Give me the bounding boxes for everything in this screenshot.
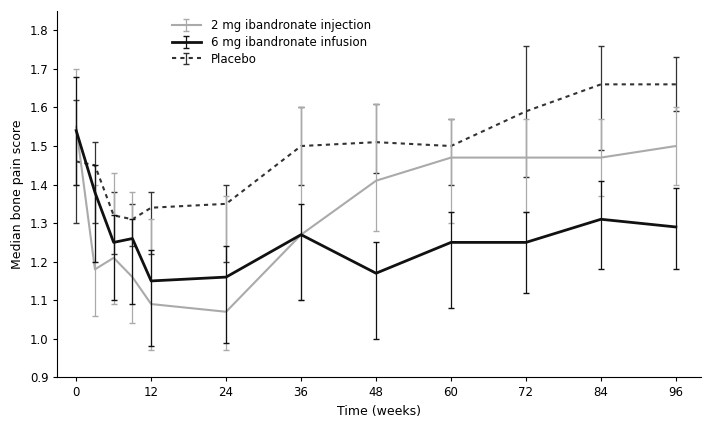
Y-axis label: Median bone pain score: Median bone pain score (11, 119, 24, 269)
X-axis label: Time (weeks): Time (weeks) (337, 405, 422, 418)
Legend: 2 mg ibandronate injection, 6 mg ibandronate infusion, Placebo: 2 mg ibandronate injection, 6 mg ibandro… (167, 15, 375, 70)
